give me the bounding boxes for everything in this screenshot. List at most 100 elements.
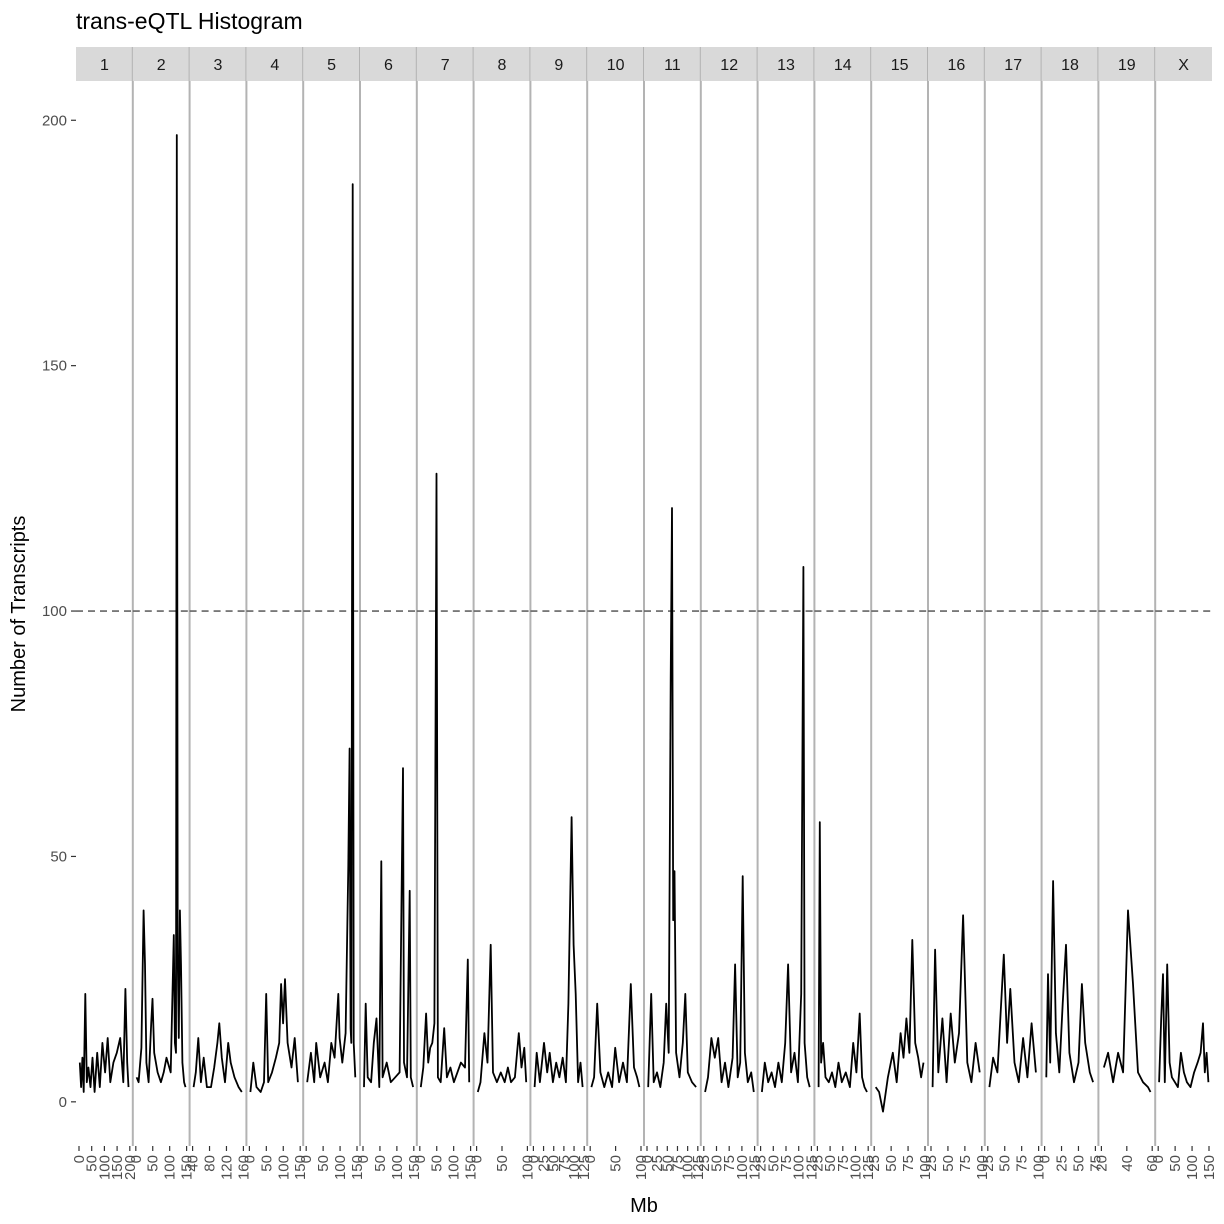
x-tick-label: 100 — [974, 1155, 991, 1180]
facet-strip-label: 9 — [554, 57, 563, 74]
y-tick-label: 200 — [42, 112, 67, 129]
x-tick-label: 160 — [235, 1155, 252, 1180]
x-tick-label: 50 — [84, 1155, 101, 1172]
x-tick-label: 150 — [463, 1155, 480, 1180]
x-tick-label: 125 — [747, 1155, 764, 1180]
facet-strip — [1155, 47, 1212, 81]
facet-strip-label: 1 — [100, 57, 109, 74]
x-tick-label: 0 — [241, 1155, 258, 1163]
x-tick-label: 125 — [690, 1155, 707, 1180]
x-tick-label: 0 — [71, 1155, 88, 1163]
facet-strip-label: 15 — [891, 57, 909, 74]
x-tick-label: 40 — [1119, 1155, 1136, 1172]
series-line — [761, 566, 811, 1093]
facet-panel-15: 15 25 50 75 100 — [866, 47, 934, 1180]
x-tick-label: 25 — [980, 1155, 997, 1172]
x-tick-label: 0 — [525, 1155, 542, 1163]
facet-strip-label: 8 — [498, 57, 507, 74]
facet-strip — [587, 47, 644, 81]
x-tick-label: 100 — [633, 1155, 650, 1180]
facet-strip-label: 6 — [384, 57, 393, 74]
x-tick-label: 0 — [355, 1155, 372, 1163]
x-tick-label: 100 — [734, 1155, 751, 1180]
x-tick-label: 50 — [258, 1155, 275, 1172]
y-tick-label: 50 — [50, 848, 67, 865]
facet-strip — [416, 47, 474, 81]
x-tick-label: 25 — [809, 1155, 826, 1172]
x-tick-label: 100 — [1031, 1155, 1048, 1180]
x-tick-label: 100 — [848, 1155, 865, 1180]
x-tick-label: 0 — [582, 1155, 599, 1163]
facet-strip-label: 5 — [327, 57, 336, 74]
x-tick-label: 100 — [791, 1155, 808, 1180]
series-line — [533, 816, 584, 1088]
x-tick-label: 0 — [1037, 1155, 1054, 1163]
facet-strip — [76, 47, 133, 81]
facet-strip — [473, 47, 531, 81]
facet-panel-5: 50 50 100 150 — [298, 47, 366, 1180]
facet-strip-label: 19 — [1118, 57, 1136, 74]
x-axis-title: Mb — [630, 1195, 658, 1217]
series-line — [192, 1022, 243, 1093]
facet-strip-label: 18 — [1061, 57, 1079, 74]
x-tick-label: 200 — [122, 1155, 139, 1180]
facet-panel-3: 3 40 80 120 160 — [185, 47, 252, 1180]
x-tick-label: 50 — [608, 1155, 625, 1172]
facet-strip — [757, 47, 815, 81]
x-tick-label: 120 — [218, 1155, 235, 1180]
x-tick-label: 50 — [429, 1155, 446, 1172]
x-tick-label: 100 — [446, 1155, 463, 1180]
x-tick-label: 50 — [883, 1155, 900, 1172]
x-tick-label: 50 — [997, 1155, 1014, 1172]
x-tick-label: 0 — [1150, 1155, 1167, 1163]
x-tick-label: 100 — [389, 1155, 406, 1180]
facet-strip-label: 16 — [948, 57, 966, 74]
facet-strip — [1041, 47, 1099, 81]
y-axis-title: Number of Transcripts — [8, 516, 30, 713]
facet-strip-label: X — [1178, 57, 1189, 74]
facet-panel-2: 2 0 50 100 150 — [128, 47, 196, 1180]
facet-strip — [360, 47, 417, 81]
facet-strip-label: 7 — [441, 57, 450, 74]
x-tick-label: 20 — [1093, 1155, 1110, 1172]
y-tick-label: 150 — [42, 358, 67, 375]
x-tick-label: 80 — [202, 1155, 219, 1172]
x-tick-label: 100 — [1184, 1155, 1201, 1180]
x-tick-label: 50 — [145, 1155, 162, 1172]
series-line — [817, 821, 868, 1093]
chart-title: trans-eQTL Histogram — [76, 8, 303, 34]
series-line — [590, 983, 641, 1088]
x-tick-label: 50 — [659, 1155, 676, 1172]
x-tick-label: 50 — [822, 1155, 839, 1172]
facet-strip-label: 17 — [1004, 57, 1022, 74]
series-line — [78, 988, 130, 1093]
x-tick-label: 40 — [185, 1155, 202, 1172]
facet-panel-18: 18 0 25 50 75 — [1037, 47, 1104, 1172]
x-tick-label: 0 — [412, 1155, 429, 1163]
x-tick-label: 25 — [1054, 1155, 1071, 1172]
x-tick-label: 0 — [469, 1155, 486, 1163]
series-line — [988, 953, 1037, 1088]
x-tick-label: 0 — [128, 1155, 145, 1163]
x-tick-label: 50 — [315, 1155, 332, 1172]
x-tick-label: 50 — [372, 1155, 389, 1172]
x-tick-label: 150 — [349, 1155, 366, 1180]
x-tick-label: 25 — [696, 1155, 713, 1172]
x-tick-label: 75 — [957, 1155, 974, 1172]
facet-panel-6: 6 0 50 100 150 — [355, 47, 423, 1180]
x-tick-label: 150 — [179, 1155, 196, 1180]
series-line — [363, 767, 414, 1088]
x-tick-label: 50 — [1167, 1155, 1184, 1172]
x-tick-label: 100 — [275, 1155, 292, 1180]
facet-strip — [132, 47, 190, 81]
facet-panel-X: X 0 50 100 150 — [1150, 47, 1218, 1180]
series-line — [647, 507, 697, 1088]
facet-strip — [700, 47, 758, 81]
x-tick-label: 75 — [669, 1155, 686, 1172]
facet-panel-17: 17 25 50 75 100 — [980, 47, 1048, 1180]
x-tick-label: 100 — [917, 1155, 934, 1180]
